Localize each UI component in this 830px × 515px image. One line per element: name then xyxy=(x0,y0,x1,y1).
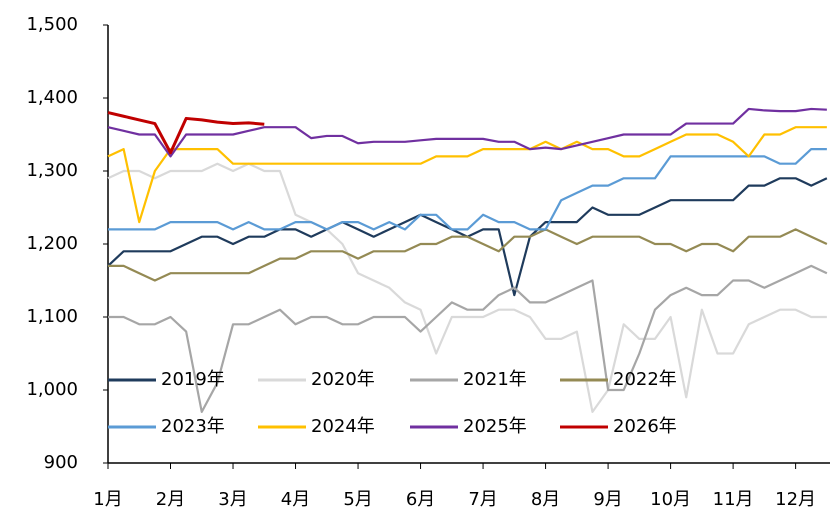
y-tick-label: 1,400 xyxy=(26,87,78,108)
legend-label: 2022年 xyxy=(613,369,677,390)
x-tick-label: 12月 xyxy=(775,489,816,510)
legend-label: 2025年 xyxy=(463,416,527,437)
y-tick-label: 1,300 xyxy=(26,160,78,181)
x-tick-label: 4月 xyxy=(281,489,310,510)
series-line xyxy=(107,162,827,413)
series-line xyxy=(108,264,828,413)
legend-label: 2019年 xyxy=(161,369,225,390)
legend-label: 2023年 xyxy=(161,416,225,437)
y-tick-label: 1,000 xyxy=(26,379,78,400)
x-tick-label: 1月 xyxy=(93,489,122,510)
x-tick-label: 8月 xyxy=(531,489,560,510)
series-line xyxy=(107,126,827,224)
y-tick-label: 1,100 xyxy=(26,306,78,327)
x-tick-label: 6月 xyxy=(406,489,435,510)
x-tick-label: 9月 xyxy=(593,489,622,510)
x-tick-label: 5月 xyxy=(343,489,372,510)
legend-label: 2024年 xyxy=(311,416,375,437)
x-tick-label: 7月 xyxy=(468,489,497,510)
legend-label: 2021年 xyxy=(463,369,527,390)
x-tick-label: 11月 xyxy=(713,489,754,510)
x-tick-label: 10月 xyxy=(650,489,691,510)
series-line xyxy=(108,228,828,282)
legend-label: 2026年 xyxy=(613,416,677,437)
legend-label: 2020年 xyxy=(311,369,375,390)
series-line xyxy=(107,107,827,158)
series-line xyxy=(108,148,827,231)
y-tick-label: 1,500 xyxy=(26,14,78,35)
series-line xyxy=(107,111,265,155)
x-tick-label: 2月 xyxy=(156,489,185,510)
y-tick-label: 1,200 xyxy=(26,233,78,254)
x-tick-label: 3月 xyxy=(218,489,247,510)
y-tick-label: 900 xyxy=(44,452,78,473)
